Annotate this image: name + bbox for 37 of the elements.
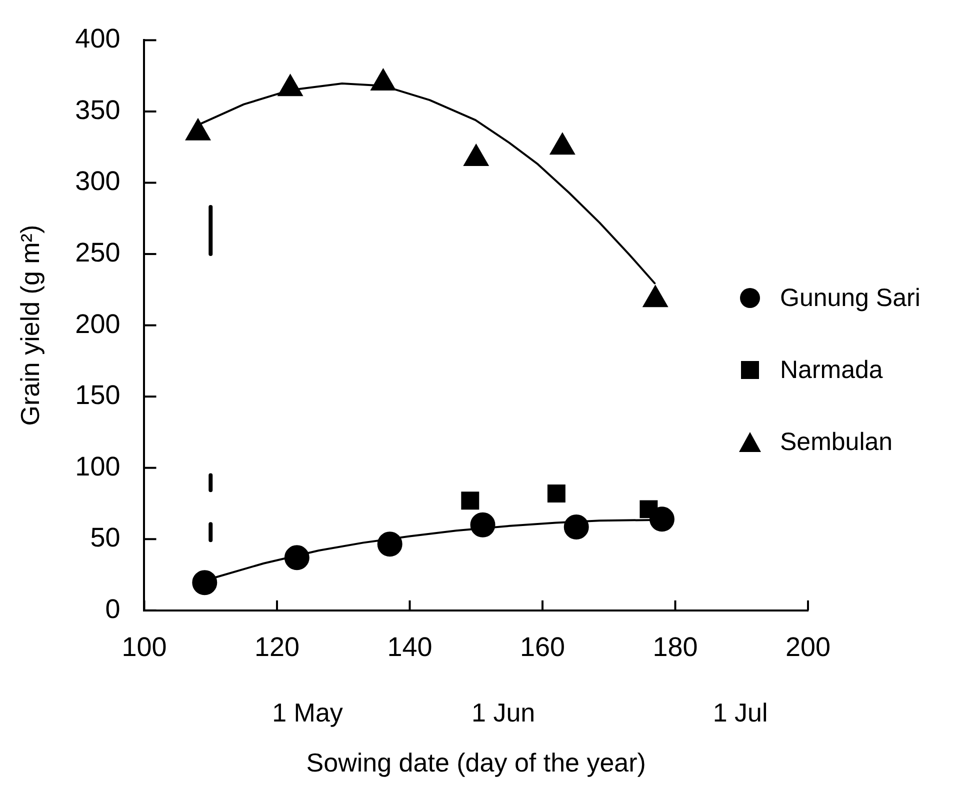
y-tick-label: 350 bbox=[75, 94, 120, 125]
legend-label: Gunung Sari bbox=[780, 284, 920, 312]
point bbox=[185, 118, 211, 140]
x-tick-label: 180 bbox=[652, 632, 698, 662]
y-tick-label: 100 bbox=[75, 451, 120, 482]
y-tick-label: 400 bbox=[75, 24, 120, 54]
point bbox=[547, 484, 566, 502]
legend-label: Sembulan bbox=[780, 428, 893, 456]
text: 1 May bbox=[272, 698, 343, 728]
point bbox=[649, 506, 674, 532]
point bbox=[377, 532, 402, 557]
point bbox=[470, 512, 496, 538]
point bbox=[284, 545, 310, 570]
x-tick-label: 100 bbox=[122, 632, 167, 662]
y-tick-label: 0 bbox=[105, 594, 120, 624]
point bbox=[464, 144, 489, 166]
y-axis-title: Grain yield (g m²) bbox=[14, 224, 45, 426]
y-tick-label: 300 bbox=[75, 166, 120, 196]
point bbox=[192, 570, 218, 596]
point bbox=[461, 492, 480, 510]
point bbox=[370, 68, 396, 90]
x-tick-label: 120 bbox=[254, 632, 300, 662]
y-tick-label: 50 bbox=[90, 522, 120, 553]
x-tick-label: 160 bbox=[520, 632, 566, 662]
text: 1 Jun bbox=[472, 698, 536, 728]
y-tick-label: 150 bbox=[75, 380, 120, 410]
legend-label: Narmada bbox=[780, 356, 883, 384]
x-axis-title: Sowing date (day of the year) bbox=[306, 748, 646, 778]
y-tick-label: 250 bbox=[75, 237, 120, 268]
text: 1 Jul bbox=[712, 698, 768, 728]
point bbox=[550, 132, 576, 155]
x-tick-label: 140 bbox=[387, 632, 432, 662]
point bbox=[278, 74, 303, 96]
point bbox=[642, 285, 668, 308]
point bbox=[564, 514, 589, 540]
x-tick-label: 200 bbox=[785, 632, 831, 662]
y-tick-label: 200 bbox=[75, 308, 120, 339]
